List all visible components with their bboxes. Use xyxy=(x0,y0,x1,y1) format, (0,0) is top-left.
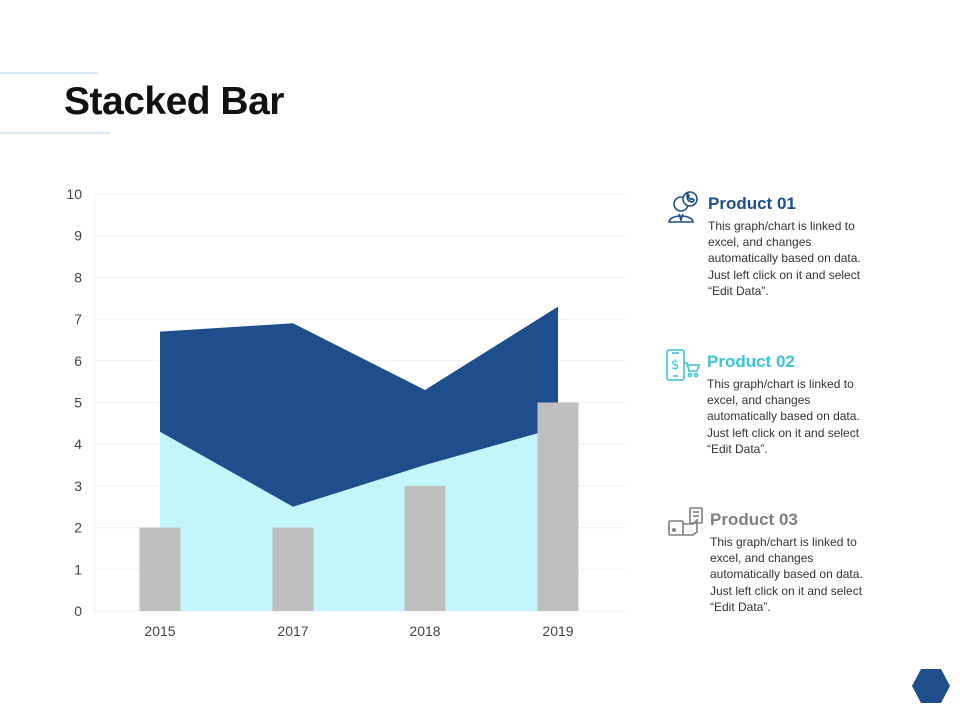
support-agent-icon xyxy=(668,191,698,223)
legend-title: Product 01 xyxy=(708,194,796,213)
decorative-line-top xyxy=(0,72,98,74)
decorative-line-bottom xyxy=(0,132,110,134)
area-series-1 xyxy=(160,427,558,611)
y-tick-label: 9 xyxy=(74,228,82,244)
svg-text:$: $ xyxy=(671,358,679,373)
hand-money-icon xyxy=(668,507,703,536)
y-tick-label: 7 xyxy=(74,311,82,327)
y-tick-label: 1 xyxy=(74,561,82,577)
page-title: Stacked Bar xyxy=(64,80,284,123)
area-series-2 xyxy=(160,306,558,507)
legend-description: This graph/chart is linked to excel, and… xyxy=(707,377,860,456)
bar-2018 xyxy=(404,485,446,611)
x-tick-label: 2019 xyxy=(542,623,573,639)
chart-bars xyxy=(139,402,579,611)
legend-description: This graph/chart is linked to excel, and… xyxy=(710,535,863,614)
x-tick-label: 2015 xyxy=(144,623,175,639)
y-tick-label: 10 xyxy=(66,186,82,202)
chart-areas xyxy=(160,306,558,611)
bar-2019 xyxy=(537,402,579,611)
y-tick-label: 8 xyxy=(74,269,82,285)
chart-tick-labels: 0 1 2 3 4 5 6 7 8 9 10 2015 2017 2018 2019 xyxy=(66,186,573,639)
legend-title: Product 03 xyxy=(710,510,798,529)
y-tick-label: 3 xyxy=(74,478,82,494)
hexagon-nav-icon xyxy=(912,669,950,703)
y-tick-label: 5 xyxy=(74,395,82,411)
x-tick-label: 2018 xyxy=(409,623,440,639)
y-tick-label: 0 xyxy=(74,603,82,619)
y-tick-label: 2 xyxy=(74,520,82,536)
y-tick-label: 4 xyxy=(74,436,82,452)
legend-title: Product 02 xyxy=(707,352,795,371)
bar-2017 xyxy=(272,527,314,611)
y-tick-label: 6 xyxy=(74,353,82,369)
bar-2015 xyxy=(139,527,181,611)
mobile-shopping-icon: $ xyxy=(666,349,701,381)
legend-description: This graph/chart is linked to excel, and… xyxy=(708,219,861,298)
x-tick-label: 2017 xyxy=(277,623,308,639)
